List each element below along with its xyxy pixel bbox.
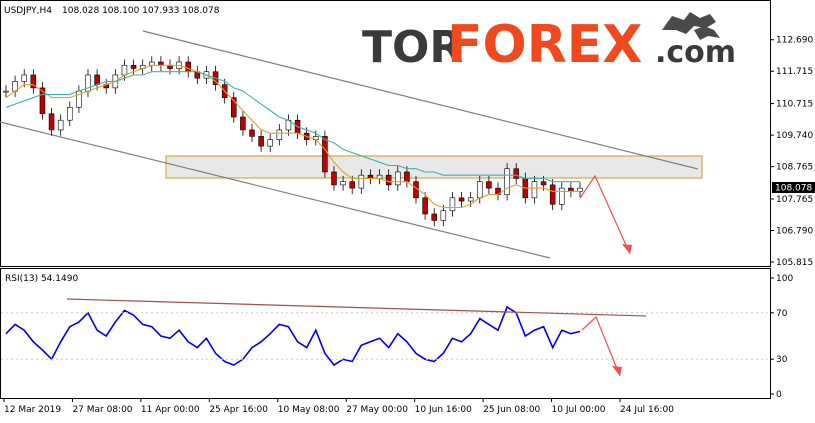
- x-tick-label: 24 Jul 16:00: [620, 405, 674, 415]
- price-y-tick-label: 111.715: [776, 67, 813, 77]
- candle-body: [30, 74, 37, 89]
- candle-body: [48, 113, 55, 131]
- candle-body: [267, 139, 273, 147]
- forecast-arrow-rsi: [581, 315, 622, 377]
- y-axis-ticks: 112.690 111.715 110.715 109.740 108.765 107.7…: [1, 36, 813, 400]
- candle-body: [449, 197, 456, 212]
- candle-body: [130, 64, 137, 69]
- candle-body: [467, 197, 474, 202]
- candle-body: [404, 171, 410, 182]
- rsi-y-tick-label: 30: [776, 355, 788, 365]
- candle-body: [477, 181, 483, 199]
- channel-upper-line: [142, 30, 699, 170]
- candle-body: [21, 74, 27, 82]
- candle-body: [559, 187, 565, 205]
- candle-body: [549, 184, 556, 205]
- x-tick-label: 12 Mar 2019: [4, 405, 61, 415]
- price-y-tick-label: 110.715: [776, 100, 813, 110]
- rsi-line: [5, 305, 581, 367]
- torforex-logo: TOR FOREX .com: [362, 12, 736, 75]
- candle-body: [340, 181, 346, 186]
- candle-body: [504, 168, 510, 195]
- candle-body: [94, 74, 100, 85]
- candle-body: [121, 64, 128, 76]
- candle-body: [67, 106, 73, 121]
- x-tick-label: 25 Jun 08:00: [483, 405, 540, 415]
- x-tick-label: 27 May 00:00: [346, 405, 408, 415]
- price-y-tick-label: 109.740: [776, 131, 813, 141]
- candle-body: [322, 136, 328, 173]
- candle-body: [276, 129, 283, 140]
- candle-body: [440, 210, 447, 221]
- brand-forex: FOREX: [447, 15, 642, 75]
- candle-body: [3, 90, 9, 93]
- ma-slow-line: [5, 71, 580, 183]
- price-y-tick-label: 106.790: [776, 226, 813, 236]
- ma-fast-line: [5, 64, 580, 209]
- candle-body: [513, 168, 519, 179]
- x-tick-label: 11 Apr 00:00: [141, 405, 200, 415]
- forecast-arrow-price: [579, 174, 632, 255]
- rsi-series-group: [5, 305, 581, 367]
- brand-dotcom: .com: [655, 35, 736, 70]
- candle-body: [395, 171, 401, 186]
- channel-lower-line: [0, 121, 551, 259]
- candle-body: [349, 181, 355, 189]
- candle-body: [231, 97, 237, 118]
- rsi-y-tick-label: 70: [776, 309, 788, 319]
- candle-body: [331, 171, 337, 186]
- price-y-tick-label: 112.690: [776, 36, 813, 46]
- candle-body: [258, 136, 264, 147]
- rsi-y-tick-label: 100: [776, 274, 793, 284]
- x-tick-label: 10 Jul 00:00: [552, 405, 606, 415]
- chart-symbol: USDJPY,H4: [4, 6, 52, 16]
- rsi-label: RSI(13) 54.1490: [5, 274, 78, 284]
- price-series-group: [3, 56, 583, 227]
- candle-body: [431, 213, 437, 221]
- x-tick-label: 25 Apr 16:00: [209, 405, 268, 415]
- candle-body: [385, 174, 392, 186]
- candle-body: [57, 119, 64, 131]
- x-axis-ticks: 12 Mar 2019 27 Mar 08:00 11 Apr 00:00 25 Ap…: [3, 398, 674, 415]
- bull-bear-icon: [662, 12, 720, 40]
- candle-body: [39, 87, 46, 115]
- candle-body: [458, 197, 465, 202]
- current-price-badge: [772, 182, 815, 193]
- rsi-trendline: [66, 298, 647, 317]
- x-tick-label: 27 Mar 08:00: [72, 405, 132, 415]
- rsi-panel-frame: [0, 268, 771, 399]
- price-panel-frame: [0, 0, 771, 267]
- candle-body: [240, 116, 246, 131]
- candle-body: [185, 61, 191, 73]
- candle-body: [486, 181, 492, 189]
- price-y-tick-label: 107.765: [776, 195, 813, 205]
- candle-body: [540, 181, 547, 186]
- candle-body: [358, 174, 365, 189]
- brand-tor: TOR: [362, 22, 463, 73]
- current-price-label: 108.078: [775, 184, 812, 194]
- candle-body: [422, 197, 428, 215]
- price-y-tick-label: 105.815: [776, 258, 813, 268]
- rsi-y-tick-label: 0: [776, 390, 782, 400]
- price-y-tick-label: 108.765: [776, 163, 813, 173]
- chart-ohlc: 108.028 108.100 107.933 108.078: [62, 6, 220, 16]
- candle-body: [249, 129, 255, 137]
- x-tick-label: 10 May 08:00: [278, 405, 340, 415]
- candle-body: [531, 181, 538, 199]
- x-tick-label: 10 Jun 16:00: [415, 405, 472, 415]
- resistance-zone: [165, 155, 703, 179]
